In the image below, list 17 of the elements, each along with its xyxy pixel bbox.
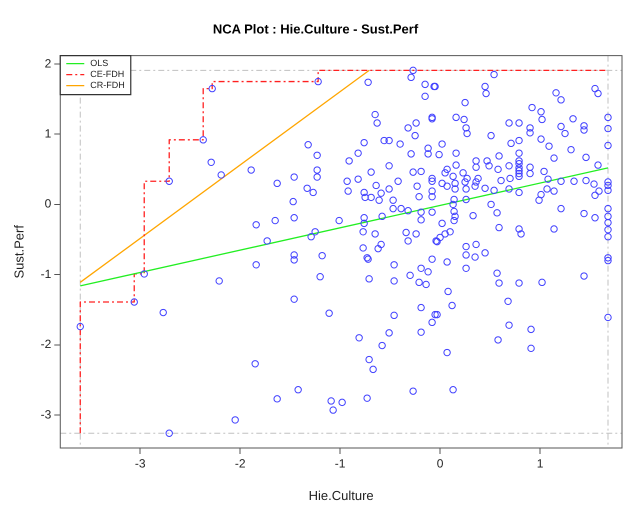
y-tick-label: 2 [44, 56, 52, 70]
chart-title: NCA Plot : Hie.Culture - Sust.Perf [212, 21, 419, 36]
y-tick-label: 1 [44, 126, 52, 141]
y-tick-label: 0 [44, 196, 52, 211]
legend-label: OLS [90, 58, 108, 68]
x-tick-label: 0 [436, 456, 444, 471]
x-tick-label: 1 [536, 456, 544, 471]
y-tick-label: -1 [40, 266, 52, 281]
x-tick-label: -2 [234, 456, 246, 471]
legend-label: CE-FDH [90, 69, 124, 80]
y-tick-label: -3 [40, 407, 52, 422]
y-tick-label: -2 [40, 337, 52, 352]
legend-label: CR-FDH [90, 80, 125, 90]
x-tick-label: -3 [134, 456, 146, 471]
x-tick-label: -1 [334, 456, 346, 471]
y-axis-title: Sust.Perf [11, 224, 26, 279]
x-axis-title: Hie.Culture [308, 488, 374, 503]
